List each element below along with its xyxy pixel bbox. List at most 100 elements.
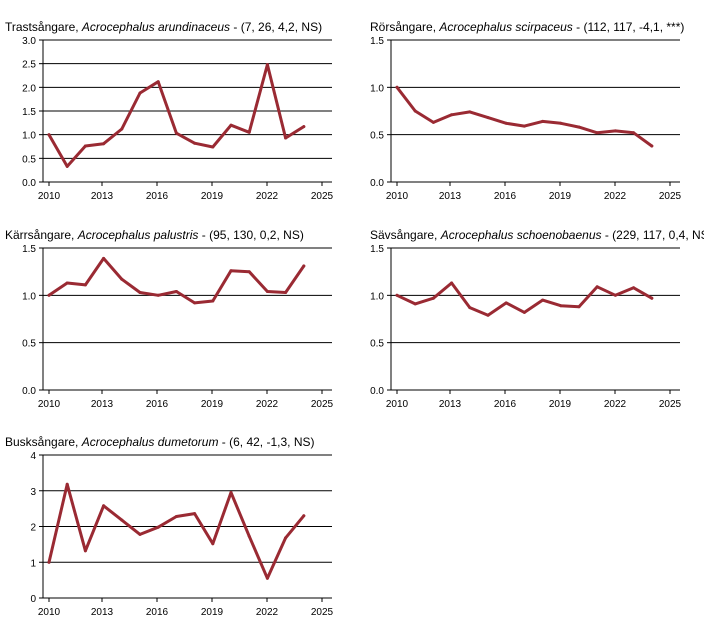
y-tick-label: 1.0 [370, 83, 384, 94]
y-tick-label: 0.5 [370, 131, 384, 142]
data-point [174, 290, 178, 293]
data-point [47, 560, 51, 564]
data-point [156, 525, 160, 529]
title-stats: - (7, 26, 4,2, NS) [230, 20, 322, 34]
data-point [632, 286, 636, 290]
data-point [522, 310, 526, 314]
data-point [613, 129, 617, 133]
panel-title: Trastsångare, Acrocephalus arundinaceus … [5, 20, 322, 34]
data-point [102, 142, 106, 146]
data-point [65, 482, 69, 486]
title-latin-name: Acrocephalus palustris [77, 228, 199, 242]
title-stats: - (229, 117, 0,4, NS) [602, 228, 704, 242]
data-point [450, 281, 454, 285]
x-tick-label: 2019 [201, 607, 224, 618]
x-tick-label: 2019 [201, 399, 224, 410]
data-point [47, 293, 51, 297]
data-point [541, 298, 545, 302]
data-point [83, 283, 87, 287]
panel-title: Sävsångare, Acrocephalus schoenobaenus -… [370, 228, 704, 242]
panel-title: Kärrsångare, Acrocephalus palustris - (9… [5, 228, 304, 242]
data-point [650, 144, 654, 148]
y-tick-label: 1.0 [370, 291, 384, 302]
series-line [47, 256, 306, 305]
y-tick-label: 2.5 [22, 60, 36, 71]
data-point [120, 518, 124, 522]
y-tick-label: 0 [30, 594, 36, 605]
data-point [138, 291, 142, 294]
y-tick-label: 1.0 [22, 131, 36, 142]
title-latin-name: Acrocephalus arundinaceus [81, 20, 230, 34]
x-tick-label: 2013 [91, 607, 114, 618]
series-line [395, 85, 654, 148]
data-point [522, 124, 526, 128]
x-tick-label: 2022 [604, 191, 627, 202]
data-point [284, 536, 288, 540]
x-tick-label: 2013 [91, 399, 114, 410]
panel-4: Sävsångare, Acrocephalus schoenobaenus -… [370, 228, 704, 410]
data-point [504, 121, 508, 125]
data-point [595, 131, 599, 135]
title-latin-name: Acrocephalus scirpaceus [438, 20, 572, 34]
data-point [83, 549, 87, 553]
data-point [174, 515, 178, 518]
data-point [229, 123, 233, 127]
y-tick-label: 4 [30, 451, 36, 462]
panel-3: Kärrsångare, Acrocephalus palustris - (9… [5, 228, 334, 410]
y-tick-label: 0.5 [22, 154, 36, 165]
title-latin-name: Acrocephalus dumetorum [81, 435, 219, 449]
title-stats: - (6, 42, -1,3, NS) [218, 435, 314, 449]
y-tick-label: 1.5 [370, 36, 384, 47]
data-point [102, 504, 106, 508]
y-tick-label: 1.5 [370, 244, 384, 255]
data-point [577, 125, 581, 129]
data-point [413, 302, 417, 306]
y-tick-label: 0.0 [370, 178, 384, 189]
y-tick-label: 3 [30, 487, 36, 498]
x-tick-label: 2019 [549, 191, 572, 202]
y-tick-label: 0.0 [22, 178, 36, 189]
data-point [265, 63, 269, 67]
y-tick-label: 0.5 [22, 339, 36, 350]
data-point [559, 304, 563, 308]
x-tick-label: 2010 [38, 399, 61, 410]
data-point [265, 576, 269, 580]
x-tick-label: 2016 [494, 399, 517, 410]
data-point [247, 270, 251, 274]
panel-title: Rörsångare, Acrocephalus scirpaceus - (1… [370, 20, 684, 34]
data-point [302, 125, 306, 129]
x-tick-label: 2019 [201, 191, 224, 202]
panel-1: Trastsångare, Acrocephalus arundinaceus … [5, 20, 334, 202]
x-tick-label: 2010 [386, 399, 409, 410]
data-point [486, 116, 490, 120]
x-tick-label: 2016 [146, 607, 169, 618]
data-point [83, 144, 87, 148]
data-point [47, 133, 51, 137]
data-point [138, 91, 142, 95]
data-point [595, 285, 599, 289]
x-tick-label: 2010 [386, 191, 409, 202]
x-tick-label: 2022 [256, 191, 279, 202]
y-tick-label: 0.0 [22, 386, 36, 397]
data-point [284, 291, 288, 294]
x-tick-label: 2016 [494, 191, 517, 202]
data-point [211, 299, 215, 303]
x-tick-label: 2016 [146, 191, 169, 202]
y-tick-label: 1 [30, 558, 36, 569]
data-point [284, 136, 288, 140]
y-tick-label: 1.5 [22, 244, 36, 255]
panel-5: Busksångare, Acrocephalus dumetorum - (6… [5, 435, 334, 618]
y-tick-label: 1.5 [22, 107, 36, 118]
x-tick-label: 2013 [439, 399, 462, 410]
data-point [193, 141, 197, 145]
data-point [431, 120, 435, 124]
x-tick-label: 2013 [439, 191, 462, 202]
data-point [65, 281, 69, 285]
data-point [559, 121, 563, 125]
data-point [120, 127, 124, 131]
data-point [632, 131, 636, 135]
data-point [174, 131, 178, 135]
x-tick-label: 2016 [146, 399, 169, 410]
data-point [468, 110, 472, 114]
